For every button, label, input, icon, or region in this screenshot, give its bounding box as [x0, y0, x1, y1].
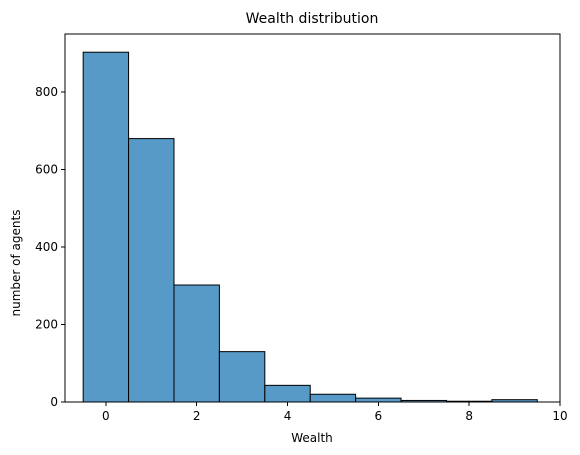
x-tick-label: 2	[193, 409, 201, 423]
y-tick-label: 200	[35, 318, 58, 332]
histogram-bar-1	[128, 138, 175, 403]
histogram-bar-4	[264, 384, 311, 403]
x-axis-ticks: 0 2 4 6 8 10	[102, 402, 568, 423]
x-tick-label: 0	[102, 409, 110, 423]
histogram-bar-5	[309, 393, 357, 403]
y-tick-label: 800	[35, 85, 58, 99]
y-tick-label: 400	[35, 240, 58, 254]
x-axis-label: Wealth	[291, 431, 333, 445]
histogram-bar-2	[173, 284, 220, 403]
y-tick-label: 600	[35, 163, 58, 177]
x-tick-label: 8	[465, 409, 473, 423]
histogram-bar-0	[82, 51, 130, 403]
y-axis-ticks: 0 200 400 600 800	[35, 85, 65, 409]
histogram-bar-6	[355, 397, 402, 403]
histogram-bar-3	[218, 351, 266, 403]
bars-group	[82, 51, 538, 403]
y-axis-label: number of agents	[9, 210, 23, 317]
x-tick-label: 6	[375, 409, 383, 423]
x-tick-label: 4	[284, 409, 292, 423]
x-tick-label: 10	[552, 409, 567, 423]
y-tick-label: 0	[50, 395, 58, 409]
axes-frame	[64, 33, 561, 403]
chart-title: Wealth distribution	[246, 11, 379, 27]
